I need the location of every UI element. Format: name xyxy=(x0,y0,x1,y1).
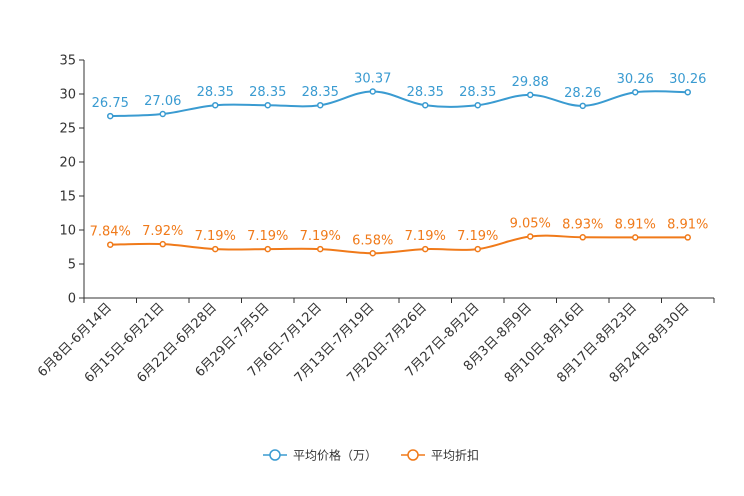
data-label: 28.35 xyxy=(197,85,234,100)
data-point xyxy=(579,234,586,241)
data-point xyxy=(474,245,481,253)
data-label: 7.19% xyxy=(195,229,236,244)
data-point xyxy=(527,233,534,240)
data-point xyxy=(107,241,114,248)
data-label: 8.91% xyxy=(615,217,656,232)
data-point xyxy=(159,110,166,118)
data-label: 7.84% xyxy=(90,225,131,240)
data-point xyxy=(369,88,376,95)
data-point xyxy=(422,101,429,109)
chart-axes: 051015202530356月8日-6月14日6月15日-6月21日6月22日… xyxy=(35,54,715,386)
data-point xyxy=(474,101,481,109)
y-tick-label: 5 xyxy=(68,258,76,273)
chart-legend: 平均价格（万） 平均折扣 xyxy=(263,448,479,463)
data-point xyxy=(422,245,429,253)
data-label: 27.06 xyxy=(144,94,181,109)
data-point xyxy=(264,101,271,109)
legend-marker-icon xyxy=(269,449,281,461)
data-point xyxy=(159,240,166,248)
data-label: 7.19% xyxy=(300,229,341,244)
data-label: 28.35 xyxy=(249,85,286,100)
legend-marker-icon xyxy=(407,449,419,461)
data-label: 26.75 xyxy=(92,96,129,111)
data-point xyxy=(212,245,219,253)
data-label: 30.26 xyxy=(669,72,706,87)
data-label: 9.05% xyxy=(510,216,551,231)
data-point xyxy=(369,250,376,257)
y-tick-label: 15 xyxy=(59,190,76,205)
data-label: 8.91% xyxy=(667,217,708,232)
data-label: 28.35 xyxy=(459,85,496,100)
y-tick-label: 25 xyxy=(59,122,76,137)
y-tick-label: 30 xyxy=(59,88,76,103)
data-point xyxy=(632,234,639,241)
y-tick-label: 10 xyxy=(59,224,76,239)
y-tick-label: 35 xyxy=(59,54,76,69)
data-label: 7.19% xyxy=(405,229,446,244)
data-label: 8.93% xyxy=(562,217,603,232)
data-label: 28.35 xyxy=(302,85,339,100)
data-label: 7.19% xyxy=(247,229,288,244)
data-label: 30.26 xyxy=(617,72,654,87)
data-label: 28.35 xyxy=(407,85,444,100)
data-point xyxy=(317,101,324,109)
chart-series: 26.75 27.06 28.35 28.35 28.35 30.37 28.35 28.35… xyxy=(90,71,708,257)
series-line-0 xyxy=(110,90,688,118)
data-point xyxy=(264,245,271,253)
series-line-1 xyxy=(110,234,688,255)
data-label: 30.37 xyxy=(354,71,391,86)
data-point xyxy=(107,112,114,120)
data-label: 6.58% xyxy=(352,233,393,248)
y-tick-label: 0 xyxy=(68,292,76,307)
data-point xyxy=(632,88,639,96)
data-point xyxy=(579,102,586,110)
legend-label-1: 平均折扣 xyxy=(431,448,479,463)
data-label: 28.26 xyxy=(564,86,601,101)
data-label: 7.92% xyxy=(142,224,183,239)
data-label: 7.19% xyxy=(457,229,498,244)
data-label: 29.88 xyxy=(512,75,549,90)
data-point xyxy=(527,91,534,99)
data-point xyxy=(684,234,691,241)
data-point xyxy=(684,88,691,96)
legend-label-0: 平均价格（万） xyxy=(293,448,377,463)
data-point xyxy=(317,245,324,253)
data-point xyxy=(212,101,219,109)
y-tick-label: 20 xyxy=(59,156,76,171)
